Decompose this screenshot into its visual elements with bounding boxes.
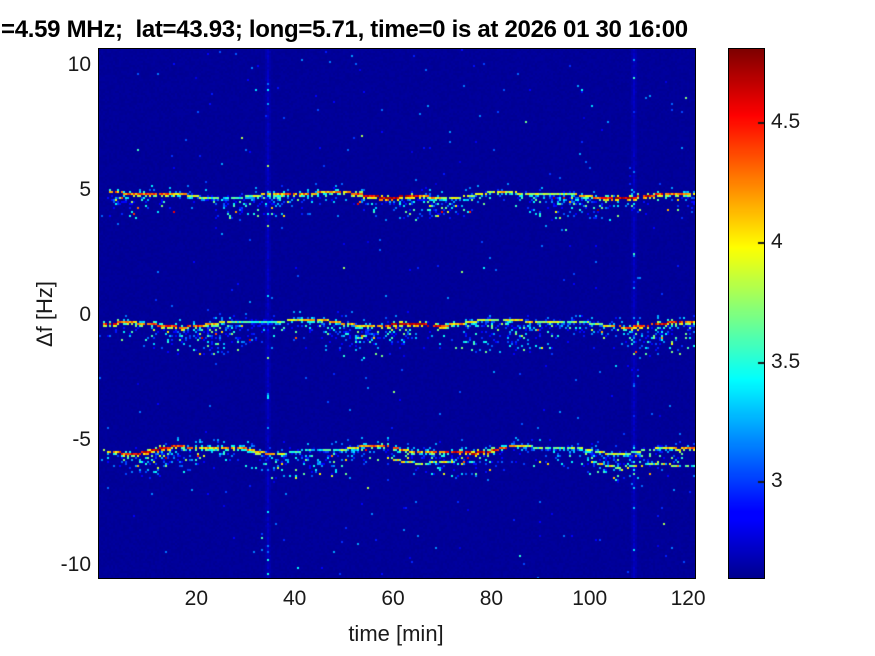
x-tick-label: 60 [381,587,405,610]
colorbar-tick-label: 4.5 [771,110,801,134]
x-tick-label: 120 [670,587,706,610]
x-axis-label: time [min] [348,621,444,646]
y-tick-label: -5 [72,428,91,451]
colorbar-tick-label: 4 [771,229,783,253]
y-tick-label: 10 [67,53,91,76]
spectrogram-canvas [99,49,695,578]
x-tick-label: 20 [184,587,209,610]
y-tick-label: -10 [60,553,91,576]
x-tick-label: 100 [572,587,608,610]
colorbar-tick-label: 3.5 [771,349,801,373]
colorbar-tick-label: 3 [771,469,783,493]
x-tick-label: 80 [479,587,504,610]
colorbar [728,48,765,579]
y-tick-label: 0 [79,303,91,326]
figure-title: =4.59 MHz; lat=43.93; long=5.71, time=0 … [1,16,688,43]
spectrogram-plot [98,48,696,579]
y-tick-label: 5 [79,178,91,201]
x-tick-label: 40 [283,587,307,610]
colorbar-canvas [729,49,764,578]
